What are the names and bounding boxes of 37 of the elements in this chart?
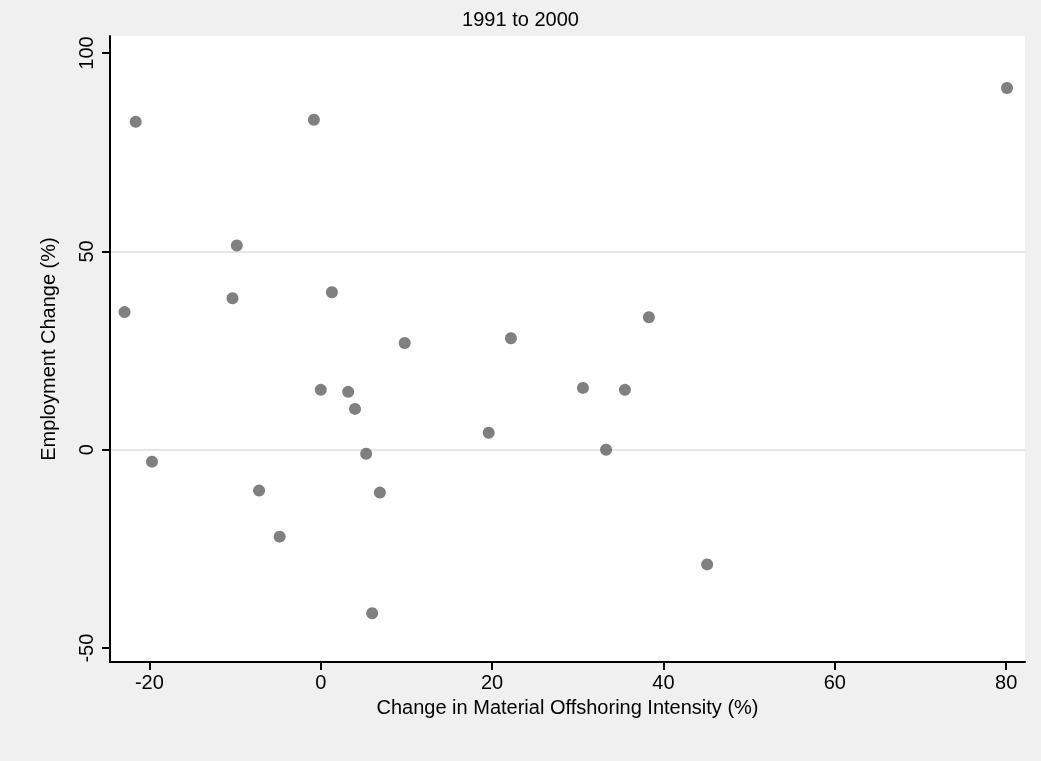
y-tick-label: -50 xyxy=(75,633,97,663)
point xyxy=(600,443,613,456)
point xyxy=(504,332,517,345)
y-tick-label: 100 xyxy=(75,36,97,70)
x-tick-label: 0 xyxy=(315,671,327,693)
point xyxy=(576,381,589,394)
y-tick-label: 0 xyxy=(75,444,97,456)
point xyxy=(398,337,411,350)
point xyxy=(230,239,243,252)
x-tick-label: 60 xyxy=(823,671,846,693)
x-tick-label: 20 xyxy=(480,671,504,693)
y-axis-title: Employment Change (%) xyxy=(37,237,59,461)
point xyxy=(373,486,386,499)
point xyxy=(366,607,379,620)
point xyxy=(118,306,131,319)
point xyxy=(349,402,362,415)
y-tick-label: 50 xyxy=(75,240,97,263)
chart-title: 1991 to 2000 xyxy=(462,8,579,30)
x-axis-title: Change in Material Offshoring Intensity (%) xyxy=(376,695,759,718)
point xyxy=(618,383,631,396)
point xyxy=(342,385,355,398)
point xyxy=(226,292,239,305)
point xyxy=(307,113,320,126)
point xyxy=(145,455,158,468)
point xyxy=(482,426,495,439)
x-tick-label: -20 xyxy=(134,671,164,693)
point xyxy=(1001,81,1014,94)
point xyxy=(129,115,142,128)
point xyxy=(360,447,373,460)
point xyxy=(325,286,338,299)
point xyxy=(701,558,714,571)
x-tick-label: 40 xyxy=(652,671,675,693)
point xyxy=(253,484,266,497)
point xyxy=(314,383,327,396)
point xyxy=(273,530,286,543)
x-tick-label: 80 xyxy=(995,671,1018,693)
point xyxy=(642,311,655,324)
